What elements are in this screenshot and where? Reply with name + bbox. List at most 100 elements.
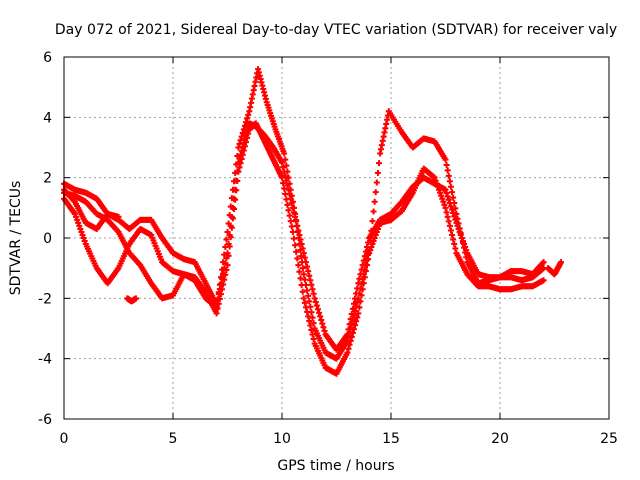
data-point [284,201,291,208]
data-point [243,119,250,126]
data-point [227,234,234,241]
data-point [434,183,441,190]
y-tick-label: -6 [38,412,52,428]
data-point [369,241,376,248]
data-point [310,320,317,327]
data-point [355,310,362,317]
data-point [229,186,236,193]
data-point [282,190,289,197]
data-point [354,314,361,321]
data-point [368,244,375,251]
data-point [236,164,243,171]
data-point [74,216,81,223]
y-axis-label: SDTVAR / TECUs [8,181,24,296]
data-point [350,312,357,319]
x-tick-label: 0 [60,431,69,447]
data-point [447,203,454,210]
data-point [232,169,239,176]
data-point [359,276,366,283]
data-point [442,156,449,163]
data-point [318,317,325,324]
data-point [300,271,307,278]
data-point [353,303,360,310]
data-point [281,185,288,192]
data-point [281,150,288,157]
data-point [319,320,326,327]
data-point [217,274,224,281]
data-point [292,216,299,223]
data-point [451,241,458,248]
data-point [442,186,449,193]
y-tick-label: 0 [43,231,52,247]
data-point [235,168,242,175]
data-point [236,140,243,147]
data-point [362,248,369,255]
data-point [219,286,226,293]
data-point [307,277,314,284]
data-point [349,316,356,323]
data-point [223,236,230,243]
data-point [244,115,251,122]
data-point [433,180,440,187]
data-point [71,210,78,217]
data-point [435,186,442,193]
data-point [283,177,290,184]
data-point [437,189,444,196]
data-point [362,261,369,268]
data-point [299,288,306,295]
data-point [352,322,359,329]
data-point [305,313,312,320]
data-point [366,247,373,254]
data-point [213,304,220,311]
data-point [216,281,223,288]
data-point [75,219,82,226]
data-point [300,250,307,257]
data-point [231,206,238,213]
series-track-d [61,186,122,232]
data-point [442,204,449,211]
data-point [306,317,313,324]
y-tick-label: 2 [43,171,52,187]
data-point [235,144,242,151]
x-tick-label: 25 [600,431,618,447]
data-point [240,126,247,133]
data-point [449,189,456,196]
data-point [310,336,317,343]
data-point [81,238,88,245]
data-point [279,159,285,166]
data-point [443,190,450,197]
data-point [444,213,451,220]
data-point [309,314,316,321]
data-point [354,299,361,306]
data-point [446,222,453,229]
data-point [350,326,357,333]
data-point [295,262,302,269]
data-point [280,164,287,171]
data-point [77,225,84,232]
data-point [374,225,381,232]
data-point [293,248,300,255]
series-track-c [61,66,547,362]
data-point [222,271,229,278]
data-point [304,287,311,294]
data-point [540,259,547,266]
data-point [440,198,447,205]
data-point [431,174,438,181]
data-point [302,282,309,289]
data-point [347,324,354,331]
series-track-f [544,259,565,278]
data-point [283,196,290,203]
data-point [294,228,301,235]
data-point [317,313,324,320]
data-point [308,281,315,288]
data-point [320,324,327,331]
data-point [373,228,380,235]
data-point [360,271,367,278]
data-point [365,251,372,258]
data-point [368,227,375,234]
data-point [445,218,452,225]
data-point [369,218,376,225]
data-point [452,205,459,212]
data-point [352,308,359,315]
